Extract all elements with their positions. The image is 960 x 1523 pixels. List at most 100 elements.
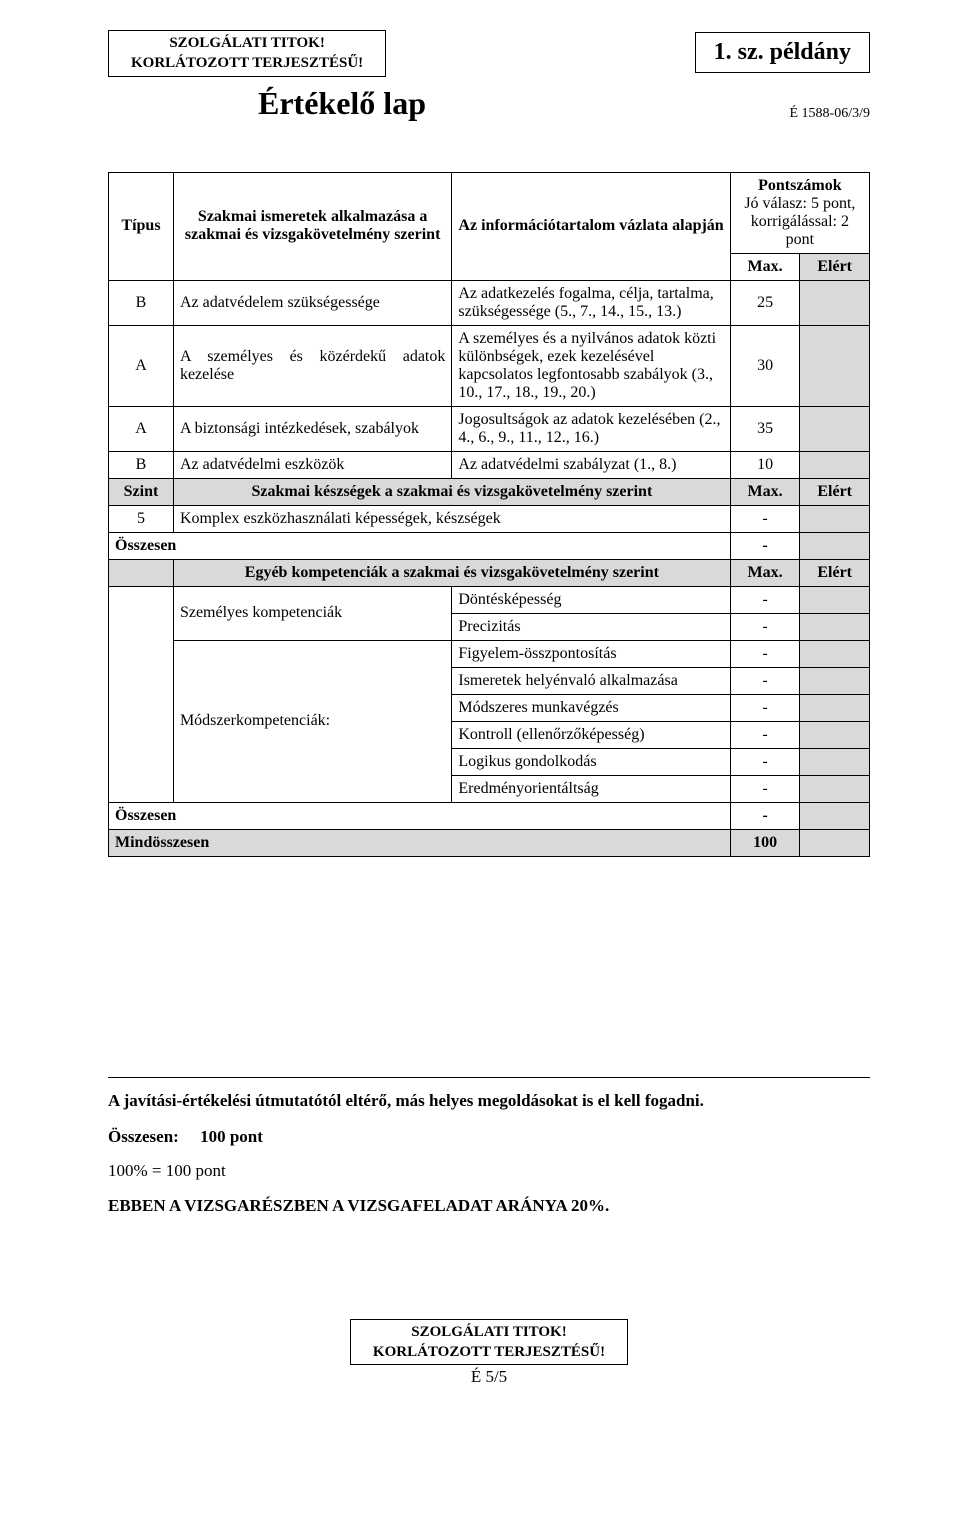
comp-item: Módszeres munkavégzés — [452, 694, 730, 721]
cell-elert — [800, 505, 870, 532]
cell-tipus: A — [109, 406, 174, 451]
header-row-1: Típus Szakmai ismeretek alkalmazása a sz… — [109, 172, 870, 253]
data-row: A A biztonsági intézkedések, szabályok J… — [109, 406, 870, 451]
comp-item: Ismeretek helyénvaló alkalmazása — [452, 667, 730, 694]
main-title: Értékelő lap — [108, 85, 426, 122]
hdr-elert: Elért — [800, 253, 870, 280]
bottom-box-wrap: SZOLGÁLATI TITOK! KORLÁTOZOTT TERJESZTÉS… — [108, 1319, 870, 1366]
mindosszesen-elert — [800, 829, 870, 856]
cell-col3: A személyes és a nyilvános adatok közti … — [452, 325, 730, 406]
cell-elert — [800, 451, 870, 478]
cell-col3: Az adatvédelmi szabályzat (1., 8.) — [452, 451, 730, 478]
cell-max: 35 — [730, 406, 800, 451]
hdr-pontszamok: Pontszámok Jó válasz: 5 pont, korrigálás… — [730, 172, 869, 253]
comp-elert — [800, 775, 870, 802]
bottom-line2: KORLÁTOZOTT TERJESZTÉSŰ! — [373, 1342, 605, 1362]
skill-row: 5 Komplex eszközhasználati képességek, k… — [109, 505, 870, 532]
comp-row: Módszerkompetenciák: Figyelem-összpontos… — [109, 640, 870, 667]
comp-max: - — [730, 748, 800, 775]
comp-max: - — [730, 586, 800, 613]
cell-col2: A biztonsági intézkedések, szabályok — [173, 406, 451, 451]
comp-item: Kontroll (ellenőrzőképesség) — [452, 721, 730, 748]
cell-skill: Komplex eszközhasználati képességek, kés… — [173, 505, 730, 532]
cell-tipus: A — [109, 325, 174, 406]
data-row: B Az adatvédelem szükségessége Az adatke… — [109, 280, 870, 325]
osszesen-label: Összesen — [109, 532, 731, 559]
cell-elert — [800, 406, 870, 451]
hdr-max2: Max. — [730, 478, 800, 505]
mindosszesen-label: Mindösszesen — [109, 829, 731, 856]
cell-col2: Az adatvédelmi eszközök — [173, 451, 451, 478]
comp-max: - — [730, 667, 800, 694]
classification-box-top: SZOLGÁLATI TITOK! KORLÁTOZOTT TERJESZTÉS… — [108, 30, 386, 77]
cell-col3: Az adatkezelés fogalma, célja, tartalma,… — [452, 280, 730, 325]
footer-note: A javítási-értékelési útmutatótól eltérő… — [108, 1088, 870, 1114]
classification-line1: SZOLGÁLATI TITOK! — [131, 33, 363, 53]
cell-col2: A személyes és közérdekű adatok kezelése — [173, 325, 451, 406]
evaluation-table: Típus Szakmai ismeretek alkalmazása a sz… — [108, 172, 870, 857]
page-number: É 5/5 — [108, 1367, 870, 1387]
copy-box-wrap: 1. sz. példány — [695, 30, 870, 73]
comp-item: Precizitás — [452, 613, 730, 640]
section-header-skills: Szint Szakmai készségek a szakmai és viz… — [109, 478, 870, 505]
cell-elert — [800, 280, 870, 325]
comp-group-modszer: Módszerkompetenciák: — [173, 640, 451, 802]
document-reference: É 1588-06/3/9 — [790, 100, 871, 122]
cell-szint: 5 — [109, 505, 174, 532]
hdr-elert2: Elért — [800, 478, 870, 505]
hdr-skills: Szakmai készségek a szakmai és vizsgaköv… — [173, 478, 730, 505]
comp-elert — [800, 586, 870, 613]
footer-arany: EBBEN A VIZSGARÉSZBEN A VIZSGAFELADAT AR… — [108, 1193, 870, 1219]
cell-max: - — [730, 505, 800, 532]
cell-max: 25 — [730, 280, 800, 325]
copy-label: 1. sz. példány — [695, 32, 870, 73]
hdr-egyeb: Egyéb kompetenciák a szakmai és vizsgakö… — [173, 559, 730, 586]
cell-col3: Jogosultságok az adatok kezelésében (2.,… — [452, 406, 730, 451]
hdr-szakmai: Szakmai ismeretek alkalmazása a szakmai … — [173, 172, 451, 280]
comp-item: Eredményorientáltság — [452, 775, 730, 802]
comp-max: - — [730, 640, 800, 667]
cell-tipus: B — [109, 451, 174, 478]
comp-item: Logikus gondolkodás — [452, 748, 730, 775]
hdr-elert3: Elért — [800, 559, 870, 586]
classification-line2: KORLÁTOZOTT TERJESZTÉSŰ! — [131, 53, 363, 73]
footer-osszesen-label: Összesen: — [108, 1127, 179, 1146]
data-row: A A személyes és közérdekű adatok kezelé… — [109, 325, 870, 406]
comp-max: - — [730, 613, 800, 640]
comp-group-szemelyes: Személyes kompetenciák — [173, 586, 451, 640]
pontszamok-l1: Pontszámok — [758, 177, 842, 194]
osszesen2-elert — [800, 802, 870, 829]
classification-box-bottom: SZOLGÁLATI TITOK! KORLÁTOZOTT TERJESZTÉS… — [350, 1319, 628, 1366]
hdr-szint: Szint — [109, 478, 174, 505]
comp-elert — [800, 667, 870, 694]
mindosszesen-row: Mindösszesen 100 — [109, 829, 870, 856]
page-container: SZOLGÁLATI TITOK! KORLÁTOZOTT TERJESZTÉS… — [0, 0, 960, 1427]
footer-pct-line: 100% = 100 pont — [108, 1158, 870, 1184]
osszesen2-max: - — [730, 802, 800, 829]
pontszamok-l2: Jó válasz: 5 pont, — [744, 195, 855, 212]
comp-max: - — [730, 721, 800, 748]
cell-elert — [800, 325, 870, 406]
section-header-egyeb: Egyéb kompetenciák a szakmai és vizsgakö… — [109, 559, 870, 586]
title-row: Értékelő lap É 1588-06/3/9 — [108, 85, 870, 122]
osszesen2-label: Összesen — [109, 802, 731, 829]
comp-row: Személyes kompetenciák Döntésképesség - — [109, 586, 870, 613]
footer-osszesen-value: 100 pont — [200, 1127, 263, 1146]
hdr-tipus: Típus — [109, 172, 174, 280]
hdr-max: Max. — [730, 253, 800, 280]
osszesen-max: - — [730, 532, 800, 559]
comp-max: - — [730, 694, 800, 721]
comp-elert — [800, 721, 870, 748]
osszesen-row: Összesen - — [109, 532, 870, 559]
osszesen-row: Összesen - — [109, 802, 870, 829]
osszesen-elert — [800, 532, 870, 559]
comp-item: Figyelem-összpontosítás — [452, 640, 730, 667]
hdr-max3: Max. — [730, 559, 800, 586]
comp-elert — [800, 613, 870, 640]
pontszamok-l3: korrigálással: 2 pont — [751, 213, 849, 248]
comp-elert — [800, 694, 870, 721]
comp-item: Döntésképesség — [452, 586, 730, 613]
footer-osszesen-line: Összesen: 100 pont — [108, 1124, 870, 1150]
footer-text-block: A javítási-értékelési útmutatótól eltérő… — [108, 1088, 870, 1219]
data-row: B Az adatvédelmi eszközök Az adatvédelmi… — [109, 451, 870, 478]
